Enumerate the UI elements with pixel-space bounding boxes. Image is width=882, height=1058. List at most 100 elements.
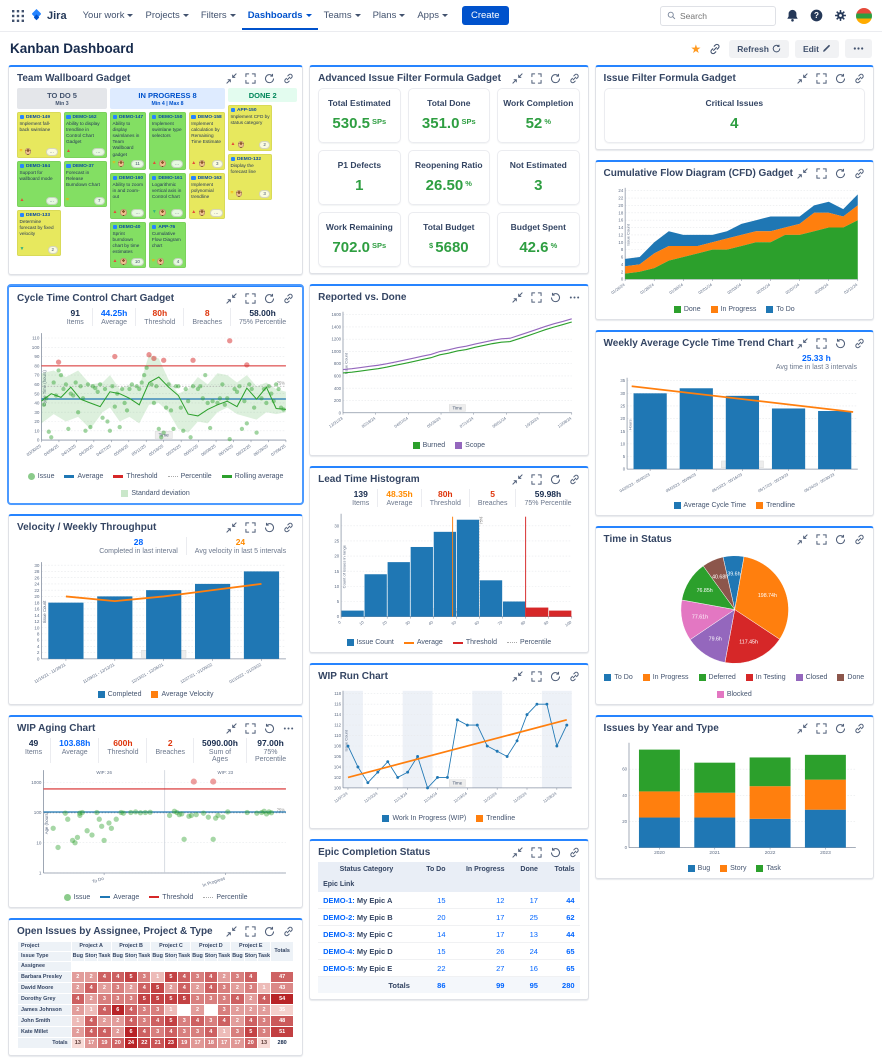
nav-item-your-work[interactable]: Your work [77, 1, 140, 30]
fullscreen-icon[interactable] [245, 723, 256, 734]
refresh-icon[interactable] [835, 168, 846, 179]
user-avatar[interactable] [856, 7, 872, 24]
refresh-icon[interactable] [550, 671, 561, 682]
minimize-icon[interactable] [511, 474, 523, 485]
refresh-icon[interactable] [264, 73, 275, 84]
nav-item-projects[interactable]: Projects [139, 1, 194, 30]
settings-icon[interactable] [832, 8, 848, 24]
link-icon[interactable] [569, 73, 580, 84]
issue-card-DEMO-163[interactable]: DEMO-163 Implement polynomial trendline ▲… [188, 173, 226, 220]
issue-card-APP-150[interactable]: APP-150 Implement CFD by status category ▲… [228, 105, 273, 151]
link-icon[interactable] [854, 73, 865, 84]
fullscreen-icon[interactable] [530, 847, 542, 858]
issue-card-DEMO-149[interactable]: DEMO-149 Implement fall-back swimlane =… [17, 112, 61, 158]
link-icon[interactable] [569, 671, 580, 682]
fullscreen-icon[interactable] [245, 522, 256, 533]
minimize-icon[interactable] [226, 723, 237, 734]
link-icon[interactable] [854, 338, 865, 349]
ellipsis-icon[interactable] [283, 723, 294, 734]
link-icon[interactable] [283, 926, 294, 937]
link-icon[interactable] [569, 847, 580, 858]
jira-logo[interactable]: Jira [30, 9, 67, 22]
minimize-icon[interactable] [226, 73, 237, 84]
help-icon[interactable]: ? [808, 8, 824, 24]
minimize-icon[interactable] [226, 925, 237, 937]
edit-button[interactable]: Edit [794, 39, 839, 58]
fullscreen-icon[interactable] [245, 73, 256, 84]
refresh-ccw-icon[interactable] [264, 522, 275, 533]
nav-item-plans[interactable]: Plans [367, 1, 412, 30]
issue-card-DEMO-164[interactable]: DEMO-164 Support for wallboard mode ▲… [17, 161, 61, 207]
epic-link[interactable]: DEMO-4: [323, 946, 355, 956]
link-icon[interactable] [569, 474, 580, 485]
issue-card-DEMO-161[interactable]: DEMO-161 Logarithmic vertical axis in Con… [149, 173, 186, 220]
minimize-icon[interactable] [226, 522, 237, 533]
nav-item-filters[interactable]: Filters [195, 1, 242, 30]
more-button[interactable] [845, 39, 872, 58]
issue-card-DEMO-40[interactable]: DEMO-40 Sprint burndown chart by time est… [110, 222, 147, 269]
issue-card-DEMO-147[interactable]: DEMO-147 Ability to display swimlanes in … [110, 112, 147, 171]
issue-card-DEMO-37[interactable]: DEMO-37 Forecast in Release Burndown Char… [63, 161, 108, 207]
refresh-icon[interactable] [264, 926, 275, 937]
minimize-icon[interactable] [511, 671, 523, 683]
refresh-ccw-icon[interactable] [835, 338, 846, 349]
ellipsis-icon[interactable] [569, 292, 580, 303]
link-icon[interactable] [283, 522, 294, 533]
issue-card-DEMO-162[interactable]: DEMO-162 Ability to display trendline in … [63, 112, 108, 158]
minimize-icon[interactable] [797, 534, 808, 545]
epic-link[interactable]: DEMO-2: [323, 912, 355, 922]
epic-link[interactable]: DEMO-5: [323, 963, 355, 973]
link-icon[interactable] [854, 723, 865, 734]
create-button[interactable]: Create [462, 6, 509, 25]
refresh-icon[interactable] [835, 723, 846, 734]
minimize-icon[interactable] [797, 723, 808, 734]
minimize-icon[interactable] [226, 293, 237, 304]
minimize-icon[interactable] [511, 292, 523, 303]
issue-card-DEMO-160[interactable]: DEMO-160 Ability to zoom in and zoom-out ▲… [110, 173, 147, 220]
fullscreen-icon[interactable] [816, 534, 827, 545]
nav-item-dashboards[interactable]: Dashboards [242, 1, 318, 30]
refresh-ccw-icon[interactable] [550, 847, 561, 858]
fullscreen-icon[interactable] [816, 338, 827, 349]
fullscreen-icon[interactable] [816, 168, 827, 179]
fullscreen-icon[interactable] [816, 723, 827, 734]
search-input[interactable] [680, 10, 766, 21]
fullscreen-icon[interactable] [816, 73, 827, 84]
fullscreen-icon[interactable] [530, 474, 542, 485]
issue-card-DEMO-133[interactable]: DEMO-133 Determine forecast by fixed velo… [17, 210, 61, 256]
refresh-icon[interactable] [550, 73, 561, 84]
refresh-icon[interactable] [550, 474, 561, 485]
minimize-icon[interactable] [511, 847, 523, 858]
link-icon[interactable] [854, 168, 865, 179]
fullscreen-icon[interactable] [530, 73, 542, 84]
minimize-icon[interactable] [797, 168, 808, 179]
minimize-icon[interactable] [797, 73, 808, 84]
fullscreen-icon[interactable] [245, 925, 256, 937]
link-icon[interactable] [283, 293, 294, 304]
notifications-icon[interactable] [784, 8, 800, 24]
global-search[interactable] [660, 5, 776, 26]
refresh-ccw-icon[interactable] [550, 292, 561, 303]
minimize-icon[interactable] [797, 338, 808, 349]
fullscreen-icon[interactable] [530, 292, 542, 303]
refresh-icon[interactable] [264, 293, 275, 304]
refresh-icon[interactable] [835, 534, 846, 545]
star-icon[interactable]: ★ [690, 41, 702, 56]
share-link-icon[interactable] [707, 41, 723, 57]
fullscreen-icon[interactable] [245, 293, 256, 304]
issue-card-DEMO-158[interactable]: DEMO-158 Implement calculation by Remaini… [188, 112, 226, 171]
refresh-ccw-icon[interactable] [264, 723, 275, 734]
issue-card-APP-76[interactable]: APP-76 Cumulative Flow Diagram chart = 4 [149, 222, 186, 269]
minimize-icon[interactable] [511, 73, 523, 84]
epic-link[interactable]: DEMO-3: [323, 929, 355, 939]
refresh-button[interactable]: Refresh [729, 39, 789, 58]
epic-link[interactable]: DEMO-1: [323, 895, 355, 905]
issue-card-DEMO-132[interactable]: DEMO-132 Display the forecast line = 3 [228, 154, 273, 200]
fullscreen-icon[interactable] [530, 671, 542, 683]
issue-card-DEMO-150[interactable]: DEMO-150 Implement swimlane type selector… [149, 112, 186, 171]
nav-item-apps[interactable]: Apps [411, 1, 454, 30]
link-icon[interactable] [283, 73, 294, 84]
app-switcher-icon[interactable] [10, 8, 26, 24]
nav-item-teams[interactable]: Teams [318, 1, 367, 30]
refresh-icon[interactable] [835, 73, 846, 84]
